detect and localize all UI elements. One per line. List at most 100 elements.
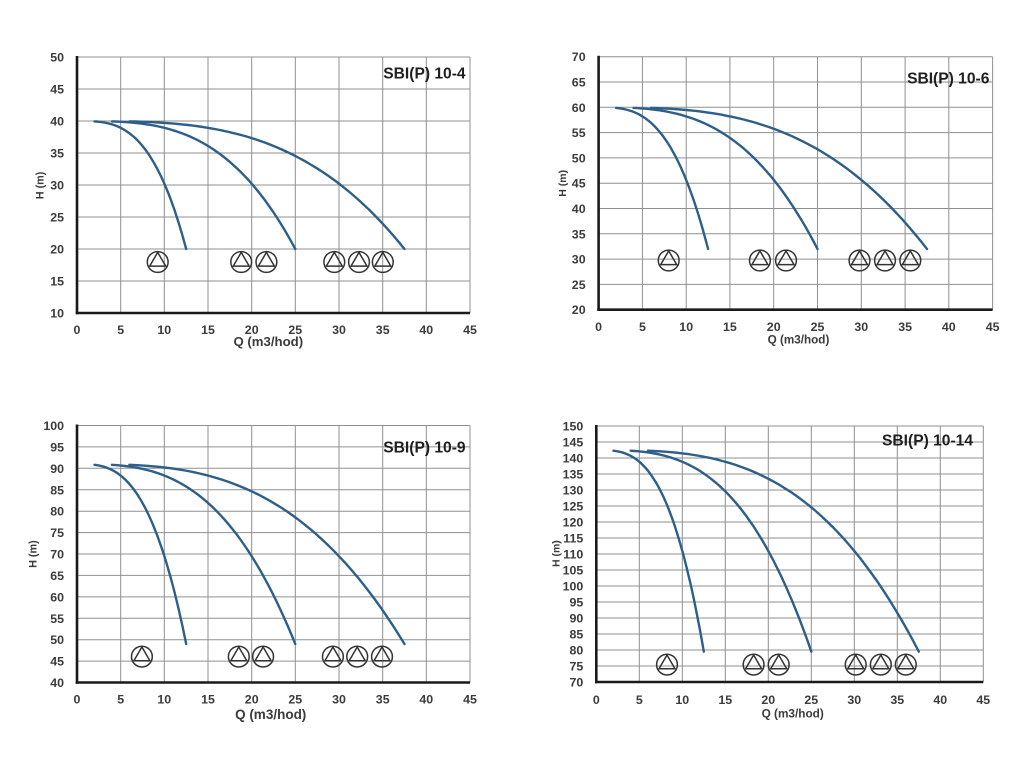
svg-text:30: 30 (572, 253, 586, 267)
svg-text:10: 10 (675, 693, 689, 707)
svg-text:0: 0 (74, 693, 81, 707)
svg-text:55: 55 (572, 126, 586, 140)
svg-text:Q (m3/hod): Q (m3/hod) (762, 707, 824, 721)
svg-text:45: 45 (572, 177, 586, 191)
svg-text:70: 70 (50, 548, 64, 562)
svg-text:45: 45 (986, 320, 1000, 334)
svg-text:SBI(P) 10-4: SBI(P) 10-4 (383, 65, 466, 82)
svg-text:40: 40 (419, 323, 433, 337)
svg-text:30: 30 (332, 693, 346, 707)
svg-text:Q (m3/hod): Q (m3/hod) (235, 707, 306, 722)
svg-text:10: 10 (50, 307, 64, 321)
svg-text:30: 30 (854, 320, 868, 334)
svg-text:135: 135 (563, 468, 584, 482)
svg-text:40: 40 (50, 676, 64, 690)
svg-text:30: 30 (332, 323, 346, 337)
svg-text:0: 0 (74, 323, 81, 337)
svg-text:45: 45 (50, 83, 64, 97)
svg-text:25: 25 (288, 323, 302, 337)
svg-text:50: 50 (572, 151, 586, 165)
svg-text:25: 25 (572, 278, 586, 292)
svg-text:25: 25 (50, 211, 64, 225)
svg-text:120: 120 (563, 516, 584, 530)
svg-text:95: 95 (570, 596, 584, 610)
svg-text:90: 90 (570, 612, 584, 626)
svg-text:35: 35 (376, 323, 390, 337)
svg-text:40: 40 (933, 693, 947, 707)
svg-text:40: 40 (572, 202, 586, 216)
svg-text:20: 20 (245, 693, 259, 707)
svg-text:105: 105 (563, 564, 584, 578)
svg-text:15: 15 (50, 275, 64, 289)
svg-text:H (m): H (m) (557, 170, 569, 197)
svg-text:H (m): H (m) (551, 540, 563, 567)
svg-text:30: 30 (50, 179, 64, 193)
svg-text:35: 35 (890, 693, 904, 707)
svg-text:70: 70 (572, 50, 586, 64)
svg-text:80: 80 (50, 505, 64, 519)
svg-text:85: 85 (50, 483, 64, 497)
svg-text:125: 125 (563, 500, 584, 514)
svg-text:50: 50 (50, 51, 64, 65)
svg-text:25: 25 (804, 693, 818, 707)
svg-text:140: 140 (563, 452, 584, 466)
svg-text:20: 20 (761, 693, 775, 707)
svg-text:40: 40 (419, 693, 433, 707)
svg-text:115: 115 (563, 532, 583, 546)
svg-text:110: 110 (563, 548, 583, 562)
svg-text:150: 150 (563, 420, 584, 434)
svg-text:SBI(P) 10-14: SBI(P) 10-14 (882, 432, 973, 449)
svg-text:0: 0 (595, 320, 602, 334)
svg-text:25: 25 (288, 693, 302, 707)
svg-text:65: 65 (572, 76, 586, 90)
svg-text:10: 10 (679, 320, 693, 334)
svg-text:5: 5 (636, 693, 643, 707)
svg-text:65: 65 (50, 569, 64, 583)
svg-text:20: 20 (572, 303, 586, 317)
svg-text:Q (m3/hod): Q (m3/hod) (233, 334, 303, 349)
svg-text:90: 90 (50, 462, 64, 476)
svg-text:5: 5 (117, 323, 124, 337)
svg-text:70: 70 (570, 676, 584, 690)
svg-text:35: 35 (898, 320, 912, 334)
svg-text:45: 45 (976, 693, 990, 707)
svg-text:20: 20 (245, 323, 259, 337)
svg-text:45: 45 (50, 655, 64, 669)
svg-text:0: 0 (593, 693, 600, 707)
svg-text:5: 5 (639, 320, 646, 334)
svg-text:SBI(P) 10-9: SBI(P) 10-9 (383, 439, 466, 456)
svg-text:60: 60 (50, 590, 64, 604)
svg-text:25: 25 (811, 320, 825, 334)
svg-text:Q (m3/hod): Q (m3/hod) (768, 333, 830, 346)
svg-text:15: 15 (718, 693, 732, 707)
svg-text:45: 45 (463, 693, 477, 707)
svg-text:35: 35 (572, 227, 586, 241)
svg-text:10: 10 (157, 693, 171, 707)
svg-text:55: 55 (50, 612, 64, 626)
svg-text:75: 75 (570, 660, 584, 674)
svg-text:H (m): H (m) (28, 540, 40, 568)
svg-text:80: 80 (570, 644, 584, 658)
svg-text:40: 40 (50, 115, 64, 129)
svg-text:145: 145 (563, 436, 584, 450)
svg-text:15: 15 (201, 693, 215, 707)
svg-text:35: 35 (50, 147, 64, 161)
svg-text:30: 30 (847, 693, 861, 707)
svg-text:50: 50 (50, 633, 64, 647)
svg-text:H (m): H (m) (34, 171, 46, 199)
svg-text:100: 100 (43, 419, 64, 433)
svg-text:60: 60 (572, 101, 586, 115)
svg-text:45: 45 (463, 323, 477, 337)
svg-text:95: 95 (50, 440, 64, 454)
svg-text:130: 130 (563, 484, 584, 498)
svg-text:10: 10 (157, 323, 171, 337)
svg-text:40: 40 (942, 320, 956, 334)
svg-text:5: 5 (117, 693, 124, 707)
svg-text:75: 75 (50, 526, 64, 540)
svg-text:100: 100 (563, 580, 584, 594)
svg-text:20: 20 (50, 243, 64, 257)
svg-text:15: 15 (201, 323, 215, 337)
svg-text:15: 15 (723, 320, 737, 334)
svg-text:35: 35 (376, 693, 390, 707)
svg-text:SBI(P) 10-6: SBI(P) 10-6 (907, 70, 990, 87)
